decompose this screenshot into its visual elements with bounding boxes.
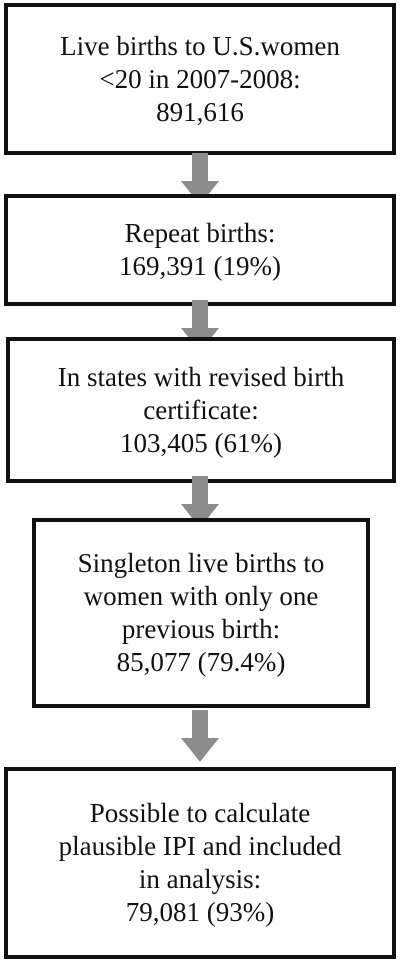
box-count: 79,081 (93%) (125, 897, 275, 927)
flow-box-singleton-births: Singleton live births to women with only… (32, 518, 370, 708)
box-count: 891,616 (156, 96, 244, 127)
box-text-line: previous birth: (121, 614, 281, 644)
box-text-line: <20 in 2007-2008: (99, 63, 301, 94)
box-text-line: plausible IPI and included (58, 831, 342, 861)
down-arrow-icon (181, 153, 219, 205)
box-count: 169,391 (19%) (119, 251, 281, 281)
down-arrow-icon (181, 710, 219, 762)
box-count: 85,077 (79.4%) (116, 647, 286, 677)
flow-box-included-analysis: Possible to calculate plausible IPI and … (4, 767, 396, 959)
box-text-line: women with only one (83, 581, 319, 611)
flow-box-revised-certificate: In states with revised birth certificate… (6, 337, 396, 483)
box-text-line: Repeat births: (124, 218, 276, 248)
down-arrow-icon (181, 476, 219, 528)
box-text-line: certificate: (143, 394, 259, 425)
box-text-line: In states with revised birth (57, 361, 345, 392)
box-text-line: Live births to U.S.women (60, 30, 340, 61)
box-text-line: Possible to calculate (89, 798, 311, 828)
box-text-line: Singleton live births to (77, 548, 325, 578)
box-text-line: in analysis: (138, 864, 262, 894)
flow-box-repeat-births: Repeat births: 169,391 (19%) (4, 194, 396, 306)
box-count: 103,405 (61%) (120, 427, 282, 458)
flow-box-live-births: Live births to U.S.women <20 in 2007-200… (4, 3, 396, 155)
